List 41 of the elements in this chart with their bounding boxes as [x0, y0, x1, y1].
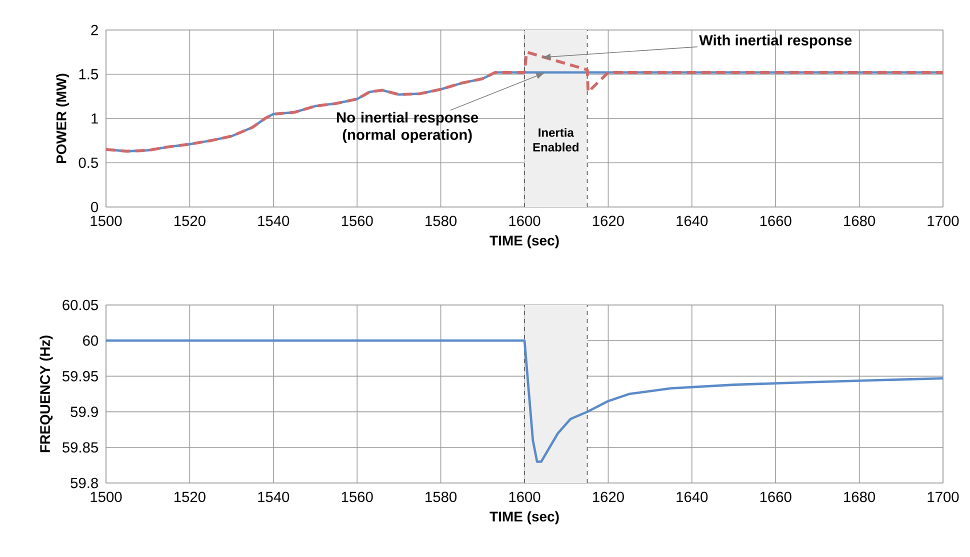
line-series — [104, 50, 944, 153]
y-tick-label: 60 — [83, 335, 98, 346]
x-axis-title: TIME (sec) — [490, 235, 559, 248]
y-axis-title: FREQUENCY (Hz) — [40, 336, 53, 452]
x-tick-label: 1620 — [593, 216, 624, 226]
x-tick-label: 1580 — [426, 216, 457, 226]
y-tick-label: 59.95 — [62, 371, 98, 382]
y-axis-title: POWER (MW) — [56, 74, 70, 164]
x-tick-label: 1640 — [676, 492, 708, 502]
y-tick-label: 1.5 — [79, 69, 98, 80]
y-tick-label: 2 — [91, 24, 98, 36]
x-tick-label: 1600 — [509, 492, 540, 502]
x-tick-label: 1680 — [844, 216, 876, 226]
x-tick-label: 1700 — [928, 492, 959, 502]
x-tick-label: 1520 — [174, 492, 206, 502]
x-tick-label: 1660 — [760, 216, 792, 226]
y-tick-label: 0 — [91, 202, 98, 212]
annotation: With inertial response — [699, 34, 852, 48]
x-axis-title: TIME (sec) — [490, 511, 559, 524]
y-tick-label: 59.85 — [62, 442, 98, 453]
annotation: No inertial response (normal operation) — [336, 112, 478, 143]
band-label: Inertia Enabled — [533, 128, 578, 152]
y-tick-label: 59.8 — [70, 478, 98, 488]
x-tick-label: 1600 — [509, 216, 540, 226]
y-tick-label: 59.9 — [70, 406, 98, 417]
x-tick-label: 1700 — [928, 216, 959, 226]
y-tick-label: 1 — [92, 113, 98, 124]
y-tick-label: 0.5 — [78, 158, 98, 168]
x-tick-label: 1560 — [342, 492, 373, 502]
x-tick-label: 1580 — [426, 492, 457, 502]
y-tick-label: 60.05 — [62, 300, 98, 310]
x-tick-label: 1500 — [90, 492, 122, 502]
x-tick-label: 1680 — [844, 492, 876, 502]
x-tick-label: 1560 — [342, 216, 373, 226]
x-tick-label: 1540 — [258, 492, 290, 502]
x-tick-label: 1540 — [258, 216, 290, 226]
x-tick-label: 1660 — [760, 492, 792, 502]
x-tick-label: 1640 — [676, 216, 708, 226]
x-tick-label: 1520 — [174, 216, 206, 226]
x-tick-label: 1500 — [90, 216, 122, 226]
x-tick-label: 1620 — [593, 492, 624, 502]
